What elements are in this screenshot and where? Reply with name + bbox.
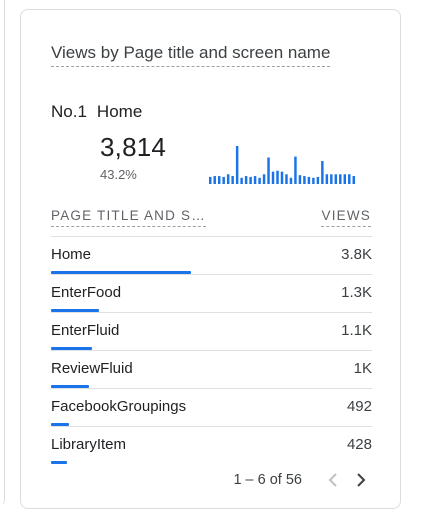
sparkline-bar — [348, 174, 351, 184]
sparkline-bar — [213, 176, 216, 184]
column-header-views[interactable]: VIEWS — [321, 208, 371, 227]
row-views-value: 492 — [346, 398, 372, 415]
chevron-right-icon[interactable] — [350, 469, 372, 491]
sparkline-bar — [321, 161, 324, 184]
sparkline-bar — [294, 156, 297, 184]
sparkline-bar — [231, 176, 234, 184]
top-item-heading: No.1 Home — [51, 102, 142, 122]
sparkline-bar — [267, 157, 270, 184]
sparkline-bar — [325, 174, 329, 184]
row-views-value: 428 — [346, 436, 372, 453]
sparkline-bar — [262, 174, 266, 184]
sparkline-bar — [244, 176, 248, 184]
sparkline-bar — [258, 177, 261, 184]
row-views-value: 1.1K — [341, 322, 372, 339]
sparkline-bar — [276, 170, 279, 184]
sparkline-bar — [316, 176, 320, 184]
table-rows: Home 3.8K EnterFood 1.3K EnterFluid 1.1K Revie… — [51, 236, 372, 464]
card-title[interactable]: Views by Page title and screen name — [51, 43, 331, 67]
sparkline-bar — [280, 171, 284, 184]
column-header-page-title[interactable]: PAGE TITLE AND S… — [51, 208, 206, 227]
adjacent-card-edge — [0, 0, 5, 505]
sparkline-bar — [334, 174, 338, 184]
row-page-title: ReviewFluid — [51, 360, 133, 377]
sparkline-bar — [222, 176, 225, 184]
row-page-title: EnterFood — [51, 284, 122, 301]
table-row[interactable]: EnterFood 1.3K — [51, 274, 372, 312]
table-row[interactable]: LibraryItem 428 — [51, 426, 372, 464]
row-views-value: 1K — [353, 360, 372, 377]
views-sparkline — [209, 146, 355, 184]
row-page-title: EnterFluid — [51, 322, 120, 339]
row-views-value: 1.3K — [341, 284, 372, 301]
top-item-value: 3,814 — [100, 132, 167, 162]
sparkline-bar — [235, 146, 239, 184]
sparkline-bar — [209, 176, 212, 184]
sparkline-bar — [289, 177, 293, 184]
chevron-left-icon[interactable] — [322, 469, 344, 491]
sparkline-bar — [312, 177, 315, 184]
sparkline-bar — [307, 176, 311, 184]
top-item-percent: 43.2% — [100, 167, 137, 182]
row-share-bar — [51, 347, 92, 350]
pagination-range: 1 – 6 of 56 — [233, 472, 302, 488]
table-row[interactable]: FacebookGroupings 492 — [51, 388, 372, 426]
sparkline-bar — [253, 176, 257, 184]
sparkline-bar — [240, 177, 243, 184]
sparkline-bar — [303, 176, 306, 184]
row-share-bar — [51, 423, 69, 426]
row-share-bar — [51, 309, 99, 312]
pagination: 1 – 6 of 56 — [233, 469, 372, 491]
sparkline-bar — [343, 174, 347, 184]
row-share-bar — [51, 271, 191, 274]
sparkline-bar — [285, 174, 288, 184]
row-page-title: Home — [51, 246, 92, 263]
row-share-bar — [51, 385, 89, 388]
table-row[interactable]: Home 3.8K — [51, 236, 372, 274]
views-by-page-card: Views by Page title and screen name No.1… — [20, 9, 401, 509]
sparkline-bar — [271, 171, 275, 184]
sparkline-bar — [249, 176, 252, 184]
sparkline-bar — [217, 176, 221, 184]
sparkline-bar — [339, 174, 342, 184]
sparkline-bar — [298, 175, 302, 184]
top-item-name: Home — [96, 102, 143, 121]
table-row[interactable]: EnterFluid 1.1K — [51, 312, 372, 350]
row-page-title: LibraryItem — [51, 436, 127, 453]
rank-label: No.1 — [51, 102, 87, 121]
row-share-bar — [51, 461, 67, 464]
sparkline-bar — [226, 174, 230, 184]
row-views-value: 3.8K — [341, 246, 372, 263]
sparkline-bar — [352, 176, 355, 184]
row-page-title: FacebookGroupings — [51, 398, 187, 415]
table-row[interactable]: ReviewFluid 1K — [51, 350, 372, 388]
sparkline-bar — [330, 174, 333, 184]
